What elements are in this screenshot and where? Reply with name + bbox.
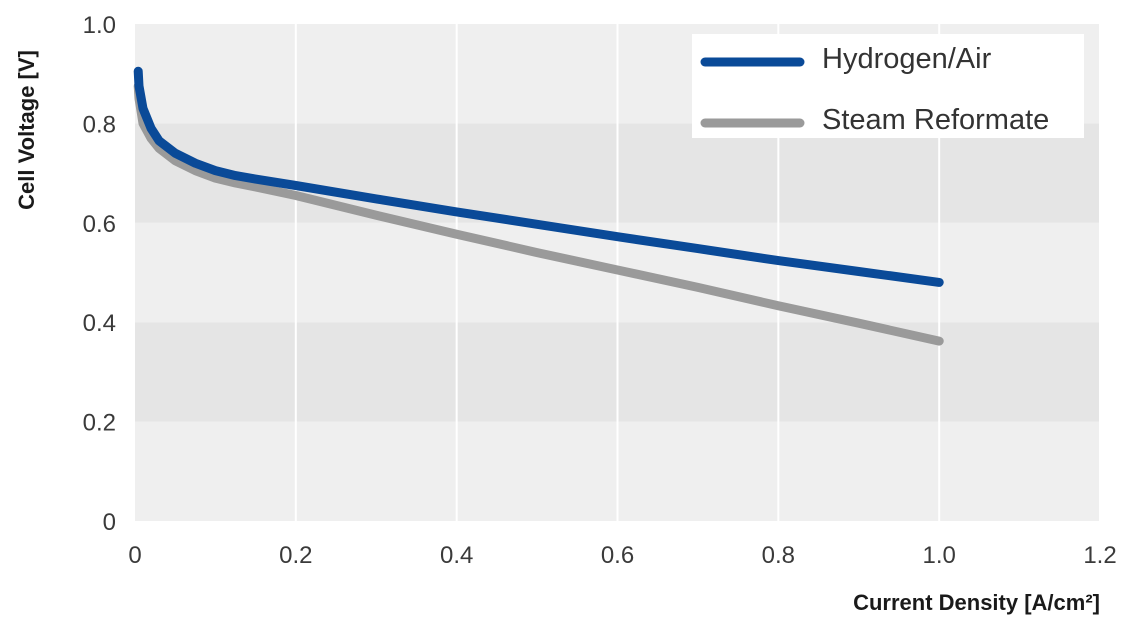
y-tick-label: 0.2 (83, 410, 116, 437)
series-lines (133, 66, 944, 346)
series-line-hydrogen-air (133, 66, 944, 287)
y-tick-label: 0.4 (83, 310, 116, 337)
y-tick-label: 1.0 (83, 12, 116, 39)
x-tick-label: 0.8 (762, 542, 795, 569)
x-axis-tick-labels: 0 0.2 0.4 0.6 0.8 1.0 1.2 (128, 542, 1116, 569)
x-tick-label: 1.0 (922, 542, 955, 569)
legend-label-steam-reformate: Steam Reformate (822, 104, 1049, 136)
x-tick-label: 0 (128, 542, 141, 569)
y-axis-tick-labels: 0 0.2 0.4 0.6 0.8 1.0 (83, 12, 116, 536)
x-tick-label: 0.2 (279, 542, 312, 569)
x-tick-label: 0.6 (601, 542, 634, 569)
legend: Hydrogen/Air Steam Reformate (692, 34, 1084, 138)
series-line-steam-reformate (133, 81, 944, 346)
x-tick-label: 1.2 (1083, 542, 1116, 569)
legend-label-hydrogen-air: Hydrogen/Air (822, 43, 992, 75)
y-axis-title: Cell Voltage [V] (14, 50, 39, 210)
x-tick-label: 0.4 (440, 542, 473, 569)
y-tick-label: 0.8 (83, 111, 116, 138)
y-tick-label: 0 (103, 509, 116, 536)
x-axis-title: Current Density [A/cm²] (853, 590, 1100, 615)
y-tick-label: 0.6 (83, 211, 116, 238)
